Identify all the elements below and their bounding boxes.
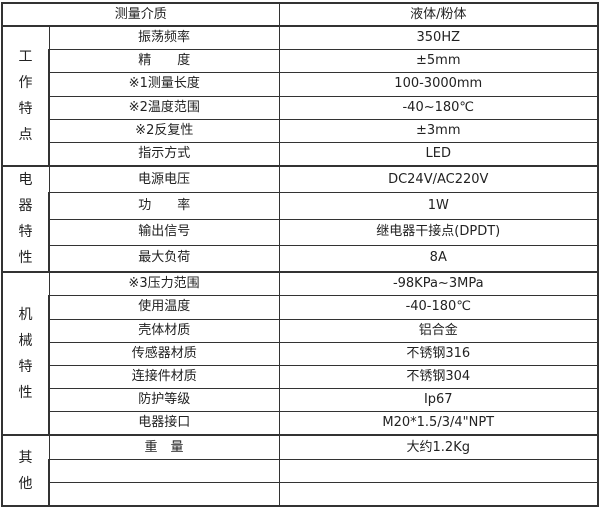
group-label-text: 机械特性: [18, 306, 33, 401]
param-value: 铝合金: [278, 318, 599, 343]
param-value: [278, 481, 599, 507]
param-value: -98KPa~3MPa: [278, 271, 599, 297]
param-name: 电源电压: [48, 165, 280, 194]
param-name: 指示方式: [47, 141, 280, 167]
param-value: M20*1.5/3/4"NPT: [278, 411, 599, 436]
header-name: 测量介质: [0, 2, 280, 27]
table-row: ※2温度范围 -40~180℃: [2, 95, 599, 120]
table-row: 防护等级 Ip67: [2, 388, 599, 413]
table-row: 其他重 量大约1.2Kg: [1, 434, 599, 507]
table-row: [2, 481, 599, 507]
table-row: 精 度 ±5mm: [2, 49, 599, 74]
param-value: DC24V/AC220V: [278, 165, 599, 194]
group-label-text: 工作特点: [18, 49, 33, 144]
param-value: Ip67: [278, 388, 599, 413]
table-row: 壳体材质 铝合金: [2, 318, 599, 343]
group-label-text: 电器特性: [18, 172, 33, 267]
table-row: 指示方式 LED: [2, 141, 599, 167]
table-row: 最大负荷 8A: [2, 244, 599, 273]
param-name: ※1测量长度: [47, 72, 280, 97]
table-row: 工作特点 振荡频率 350HZ: [1, 24, 599, 167]
table-row: 使用温度 -40-180℃: [2, 295, 599, 320]
param-name: 振荡频率: [48, 25, 280, 51]
param-value: 100-3000mm: [278, 72, 599, 97]
group-label: 机械特性: [1, 271, 50, 436]
param-name: 功 率: [47, 192, 280, 220]
param-name: 输出信号: [47, 218, 280, 246]
param-name: ※2反复性: [47, 118, 280, 143]
group-label: 工作特点: [1, 24, 50, 167]
group-label: 电器特性: [1, 165, 50, 273]
table-row: 电器特性 电源电压 DC24V/AC220V: [1, 165, 599, 273]
table-row: 输出信号 继电器干接点(DPDT): [2, 218, 599, 246]
param-value: 大约1.2Kg: [278, 434, 599, 460]
table-row: ※2反复性 ±3mm: [2, 118, 599, 143]
param-name: 精 度: [47, 49, 280, 74]
param-name: ※2温度范围: [47, 95, 280, 120]
table-row: ※1测量长度 100-3000mm: [2, 72, 599, 97]
param-value: 350HZ: [278, 25, 599, 51]
header-value: 液体/粉体: [278, 2, 599, 27]
group-label: 其他: [1, 434, 50, 507]
param-name: 连接件材质: [47, 364, 280, 390]
table-row: 连接件材质 不锈钢304: [2, 364, 599, 390]
param-value: 不锈钢316: [278, 341, 599, 366]
table-row: 机械特性 ※3压力范围 -98KPa~3MPa: [1, 271, 599, 436]
param-name: [47, 481, 280, 507]
param-name: 防护等级: [47, 388, 280, 413]
param-value: -40~180℃: [278, 95, 599, 120]
param-value: -40-180℃: [278, 295, 599, 320]
param-name: 传感器材质: [47, 341, 280, 366]
header-row: 测量介质 液体/粉体: [0, 2, 599, 27]
param-name: 使用温度: [47, 295, 280, 320]
param-value: ±5mm: [278, 49, 599, 74]
param-value: 8A: [278, 244, 599, 273]
param-value: 继电器干接点(DPDT): [278, 218, 599, 246]
table-row: 传感器材质 不锈钢316: [2, 341, 599, 366]
param-value: LED: [278, 141, 599, 167]
table-row: [2, 458, 599, 483]
param-name: ※3压力范围: [48, 271, 280, 297]
param-name: 重 量: [48, 434, 280, 460]
param-value: 1W: [278, 192, 599, 220]
group-label-text: 其他: [18, 449, 33, 492]
param-value: [278, 458, 599, 483]
param-name: [47, 458, 280, 483]
param-name: 电器接口: [47, 411, 280, 436]
param-name: 最大负荷: [47, 244, 280, 273]
table-row: 电器接口 M20*1.5/3/4"NPT: [2, 411, 599, 436]
param-value: ±3mm: [278, 118, 599, 143]
table-row: 功 率 1W: [2, 192, 599, 220]
param-value: 不锈钢304: [278, 364, 599, 390]
param-name: 壳体材质: [47, 318, 280, 343]
